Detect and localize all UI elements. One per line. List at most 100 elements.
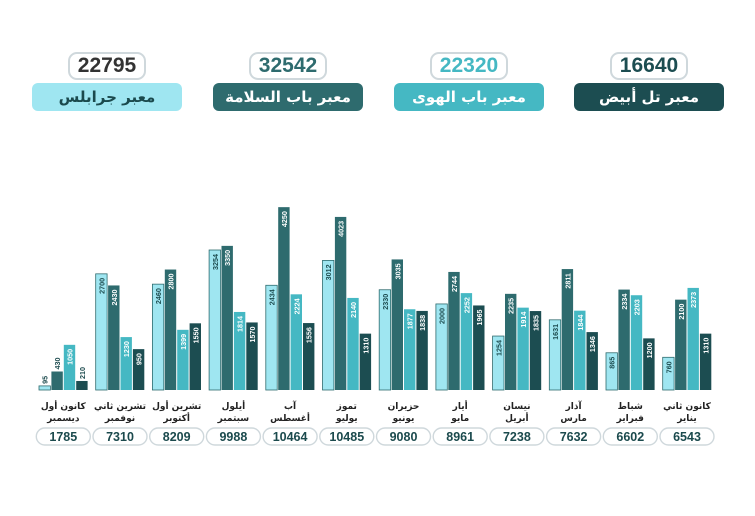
legend-total-bab-al-hawa: 22320 [430,52,508,80]
bar [303,323,315,390]
month-total-pill [205,427,262,446]
legend-label-jarablus: معبر جرابلس [32,83,182,111]
bar [699,333,712,390]
bar [290,294,302,390]
category-label: تموز [336,402,357,412]
month-total-label: 7310 [106,430,134,444]
bar-value-label: 2430 [110,289,119,305]
category-label: تشرين أول [152,400,201,412]
month-total-pill [262,427,318,446]
bar [334,216,347,390]
category-label: نيسان [503,402,530,412]
bar-value-label: 2252 [462,297,471,313]
bar [586,332,598,390]
month-total-label: 1785 [49,430,77,444]
bar [177,329,189,390]
category-sublabel: نوفمبر [104,414,135,424]
legend-label-tal-abyad: معبر تل أبيض [574,83,724,111]
bar-value-label: 1877 [406,313,415,329]
bar-value-label: 2744 [450,276,459,292]
bar-value-label: 2434 [268,289,277,305]
bar [265,284,278,391]
bar [548,319,562,391]
category-sublabel: أكتوبر [162,412,190,424]
bar [63,344,76,390]
bar-value-label: 430 [53,358,62,370]
category-sublabel: أغسطس [270,412,310,424]
bar [221,245,233,390]
bar-value-label: 1965 [475,309,484,325]
month-total-pill [375,427,432,446]
category-sublabel: سبتمبر [217,414,250,424]
bar-value-label: 1814 [236,316,245,332]
category-sublabel: ديسمبر [46,414,80,424]
bar [391,259,403,390]
bar-value-label: 2330 [381,294,390,310]
bar-value-label: 2811 [563,273,572,289]
bar [643,338,655,390]
legend-total-jarablus: 22795 [68,52,146,80]
bar-value-label: 1914 [519,312,528,328]
category-sublabel: فبراير [616,414,644,424]
bar-value-label: 2373 [689,292,698,308]
category-sublabel: يونيو [392,414,415,424]
bar [189,323,201,390]
month-total-label: 10464 [273,430,308,444]
bar [164,269,177,390]
category-sublabel: يناير [676,414,696,424]
bar-value-label: 950 [135,353,144,365]
month-total-pill [432,427,488,446]
category-sublabel: أبريل [505,412,528,424]
bar [435,303,448,391]
month-total-label: 8961 [446,430,474,444]
category-label: شباط [618,402,643,412]
bar [574,310,586,390]
bar [662,356,675,391]
legend-total-bab-al-salama: 32542 [249,52,327,80]
bar-value-label: 760 [664,361,673,373]
bar-value-label: 3012 [324,264,333,280]
bar-value-label: 2700 [97,278,106,294]
legend-label-bab-al-salama: معبر باب السلامة [213,83,363,111]
bar-value-label: 2460 [154,288,163,304]
bar-value-label: 1254 [494,340,503,356]
bar-value-label: 95 [41,376,50,384]
bar [618,289,630,390]
bar-value-label: 1570 [248,326,257,342]
month-total-label: 6543 [673,430,701,444]
bar [76,380,88,390]
bar-value-label: 1835 [532,315,541,331]
month-total-pill [148,427,205,446]
bar-value-label: 4023 [337,221,346,237]
bar [151,283,165,391]
month-total-label: 7238 [503,430,531,444]
category-label: كانون ثاني [663,402,711,412]
bar [561,269,574,390]
bar-value-label: 2203 [633,299,642,315]
month-total-label: 10485 [329,430,364,444]
bar-value-label: 2334 [620,294,629,310]
bar [132,349,145,390]
bar-value-label: 865 [608,357,617,369]
month-total-pill [92,427,148,446]
bar [675,299,687,390]
month-total-pill [319,427,375,446]
bar [687,287,699,390]
bar [505,293,517,390]
bar-value-label: 2140 [349,302,358,318]
bar [448,271,460,390]
bar-value-label: 1230 [122,341,131,357]
bar [529,311,542,390]
bar [322,260,335,391]
bar [347,297,359,390]
category-label: أيار [452,400,468,412]
bar [208,249,221,391]
legend-label-bab-al-hawa: معبر باب الهوى [394,83,544,111]
category-label: آذار [565,400,583,412]
bar-value-label: 2000 [438,308,447,324]
bar-value-label: 1550 [191,327,200,343]
bar [630,295,643,390]
bar [359,333,372,390]
bar [51,371,63,390]
category-label: آب [284,400,297,412]
